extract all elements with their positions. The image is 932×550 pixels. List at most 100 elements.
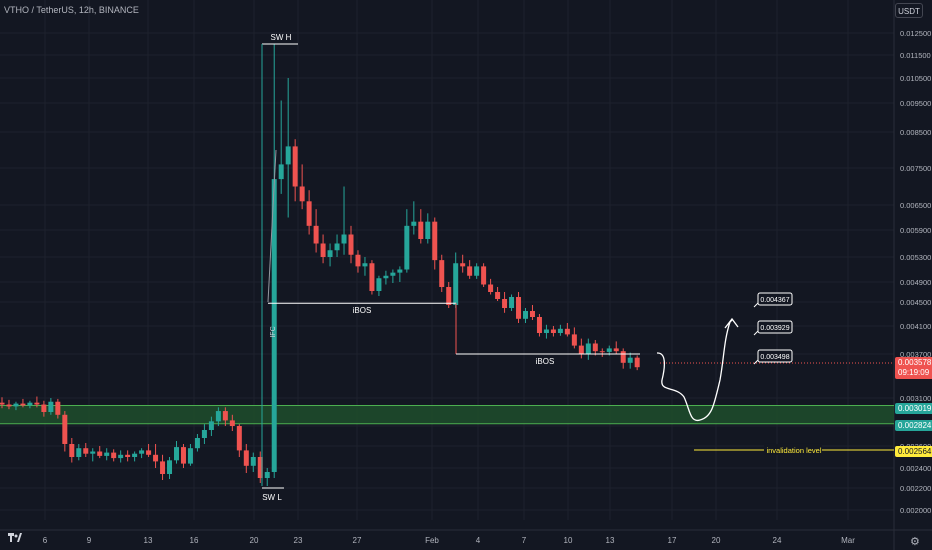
candle xyxy=(550,326,556,337)
candle-body xyxy=(20,403,26,406)
price-tick-label: 0.004500 xyxy=(900,298,931,307)
candle xyxy=(320,234,326,264)
candle-body xyxy=(404,225,410,270)
candle-body xyxy=(557,328,563,333)
candle-body xyxy=(509,297,515,308)
candle xyxy=(69,438,75,463)
candle xyxy=(97,446,103,459)
candle-body xyxy=(516,297,522,319)
candle-body xyxy=(285,146,291,165)
invalidation-price-tag: 0.002564 xyxy=(895,446,932,457)
candle-body xyxy=(446,287,452,305)
candle-body xyxy=(306,201,312,226)
candle-body xyxy=(222,411,228,421)
candle xyxy=(467,260,473,279)
candle-body xyxy=(236,426,242,451)
swing-high-label: SW H xyxy=(271,33,292,42)
time-tick-label: 27 xyxy=(353,536,362,545)
time-tick-label: 24 xyxy=(773,536,782,545)
ifc-label: IFC xyxy=(270,326,277,337)
candle-body xyxy=(132,453,138,457)
candle-body xyxy=(292,146,298,187)
time-axis: 6 9 13 16 20 23 27 Feb 4 7 10 13 17 20 24 Mar xyxy=(43,536,855,545)
candle-body xyxy=(523,311,528,319)
candle xyxy=(139,448,145,459)
currency-button[interactable]: USDT xyxy=(895,3,923,18)
candle xyxy=(201,424,207,444)
candle-body xyxy=(62,414,68,444)
candle xyxy=(6,399,12,410)
candle-body xyxy=(599,351,605,353)
candle-body xyxy=(104,452,110,456)
candle xyxy=(341,186,347,255)
candle-body xyxy=(495,292,501,299)
candle-body xyxy=(13,403,19,407)
price-tick-label: 0.004900 xyxy=(900,278,931,287)
candle-body xyxy=(620,351,626,363)
candle xyxy=(355,250,361,273)
candle-body xyxy=(41,404,47,412)
candle xyxy=(599,348,605,357)
time-tick-label: 10 xyxy=(564,536,573,545)
candle-body xyxy=(167,460,173,474)
candle-body xyxy=(111,452,117,459)
candle-body xyxy=(502,299,508,308)
candle-body xyxy=(543,329,549,333)
target-box xyxy=(757,320,793,334)
projected-path xyxy=(656,319,733,422)
price-tick-label: 0.002200 xyxy=(900,484,931,493)
candle-body xyxy=(432,221,438,261)
candle-body xyxy=(585,343,591,354)
candle-body xyxy=(250,457,256,466)
candle xyxy=(174,441,179,464)
candle xyxy=(292,139,298,202)
gear-icon[interactable]: ⚙ xyxy=(910,536,920,548)
candle xyxy=(523,308,528,323)
candle xyxy=(418,209,424,244)
candle xyxy=(299,164,305,210)
candle xyxy=(327,243,333,267)
candle xyxy=(369,260,375,295)
price-tick-label: 0.006500 xyxy=(900,201,931,210)
candle xyxy=(90,448,96,462)
tradingview-logo-icon[interactable] xyxy=(8,532,22,544)
candle xyxy=(76,444,82,461)
candlestick-series xyxy=(0,44,640,486)
target-price-label: 0.003929 xyxy=(760,325,789,332)
time-tick-label: 20 xyxy=(250,536,259,545)
time-tick-label: 9 xyxy=(87,536,92,545)
candle xyxy=(439,254,445,292)
time-tick-label: 6 xyxy=(43,536,48,545)
candle xyxy=(362,257,368,276)
target-price-label: 0.003498 xyxy=(760,354,789,361)
price-tick-label: 0.003700 xyxy=(900,350,931,359)
candle-body xyxy=(97,451,103,456)
candle-countdown: 09:19:09 xyxy=(898,368,930,377)
candle xyxy=(334,234,340,257)
arrow-head-icon xyxy=(724,317,739,329)
price-tick-label: 0.007500 xyxy=(900,164,931,173)
candle xyxy=(306,190,312,235)
candle xyxy=(397,266,403,282)
candle xyxy=(34,396,40,408)
candle xyxy=(208,416,214,436)
invalidation-label: invalidation level xyxy=(766,446,821,455)
candle xyxy=(571,327,577,349)
candle-body xyxy=(474,266,480,276)
candle xyxy=(257,451,263,483)
candle-body xyxy=(355,254,361,267)
candle-body xyxy=(90,451,96,454)
candle-body xyxy=(174,447,179,461)
time-tick-label: 17 xyxy=(668,536,677,545)
candle xyxy=(118,450,124,463)
candle-body xyxy=(592,343,598,352)
price-tick-label: 0.002000 xyxy=(900,506,931,515)
candle xyxy=(20,398,26,408)
candle-body xyxy=(571,334,577,346)
support-zone-fill xyxy=(0,405,894,424)
candle xyxy=(502,292,508,313)
candle xyxy=(578,338,584,359)
candle-body xyxy=(271,179,277,472)
